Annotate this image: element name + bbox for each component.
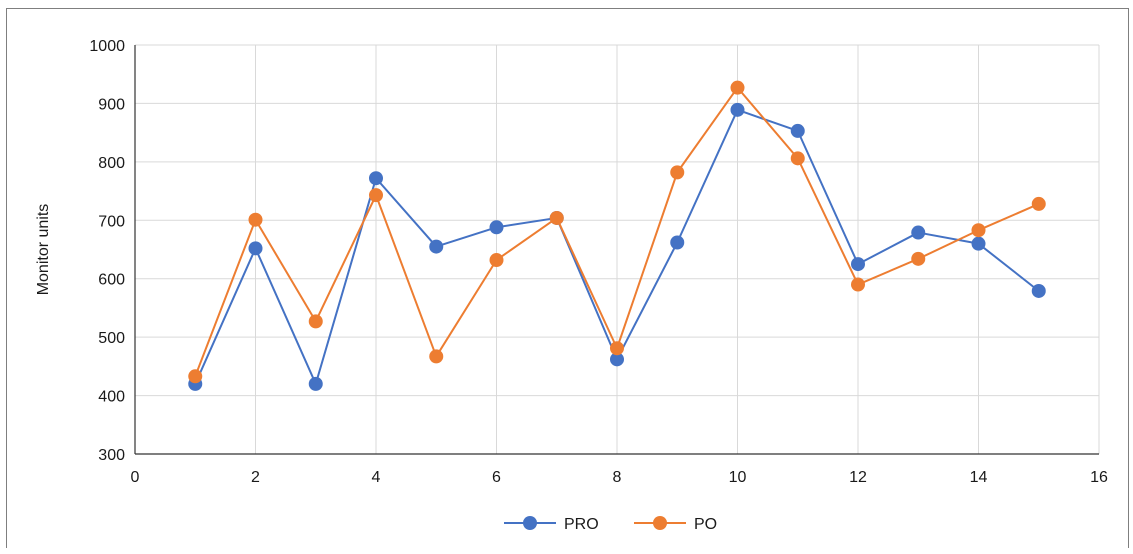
data-point-pro — [851, 257, 865, 272]
y-tick-label: 800 — [98, 155, 125, 172]
data-point-pro — [489, 220, 504, 235]
data-point-po — [188, 369, 203, 384]
data-point-po — [248, 212, 263, 227]
data-point-po — [911, 251, 926, 266]
axes — [134, 45, 1099, 455]
data-point-po — [1031, 196, 1046, 211]
chart-frame: 0 2 4 6 8 10 12 14 16 300 400 500 600 700 800 900 1000 M… — [6, 8, 1129, 548]
y-tick-label: 700 — [98, 213, 125, 230]
legend-label: PO — [694, 516, 717, 533]
data-point-pro — [429, 239, 444, 254]
data-point-pro — [730, 102, 745, 117]
y-tick-label: 1000 — [89, 38, 125, 55]
data-point-po — [730, 80, 745, 95]
legend: PRO PO — [504, 516, 717, 533]
x-tick-label: 16 — [1090, 469, 1108, 486]
data-point-po — [610, 341, 624, 356]
y-tick-label: 500 — [98, 330, 125, 347]
data-point-pro — [1031, 283, 1046, 298]
data-point-pro — [610, 352, 624, 367]
y-tick-label: 400 — [98, 389, 125, 406]
data-point-pro — [670, 235, 685, 250]
data-point-po — [369, 188, 383, 203]
y-tick-label: 900 — [98, 96, 125, 113]
grid-lines — [135, 44, 1100, 454]
data-point-po — [971, 223, 986, 238]
legend-label: PRO — [564, 516, 599, 533]
y-tick-label: 300 — [98, 447, 125, 464]
legend-marker — [653, 516, 667, 530]
data-point-po — [549, 210, 564, 225]
data-point-po — [489, 253, 504, 268]
data-point-po — [851, 277, 865, 292]
data-point-pro — [369, 171, 383, 186]
data-point-pro — [308, 376, 323, 391]
data-point-po — [308, 314, 323, 329]
x-tick-label: 6 — [492, 469, 501, 486]
x-tick-label: 0 — [131, 469, 140, 486]
legend-item-po: PO — [634, 516, 717, 533]
x-tick-label: 4 — [372, 469, 381, 486]
data-point-pro — [911, 225, 926, 240]
x-tick-label: 12 — [849, 469, 867, 486]
line-chart: 0 2 4 6 8 10 12 14 16 300 400 500 600 700 800 900 1000 M… — [35, 38, 1108, 533]
data-point-pro — [248, 241, 263, 256]
data-point-pro — [971, 236, 986, 251]
legend-item-pro: PRO — [504, 516, 599, 533]
data-point-po — [790, 151, 805, 166]
data-point-po — [429, 349, 444, 364]
data-point-pro — [790, 123, 805, 138]
y-tick-label: 600 — [98, 272, 125, 289]
x-tick-label: 14 — [970, 469, 988, 486]
legend-marker — [523, 516, 537, 530]
x-tick-label: 2 — [251, 469, 260, 486]
tick-labels: 0 2 4 6 8 10 12 14 16 300 400 500 600 700 800 900 1000 — [89, 38, 1108, 486]
x-tick-label: 8 — [613, 469, 622, 486]
y-axis-title: Monitor units — [35, 204, 52, 296]
x-tick-label: 10 — [729, 469, 747, 486]
data-point-po — [670, 165, 685, 180]
data-series — [188, 80, 1046, 391]
